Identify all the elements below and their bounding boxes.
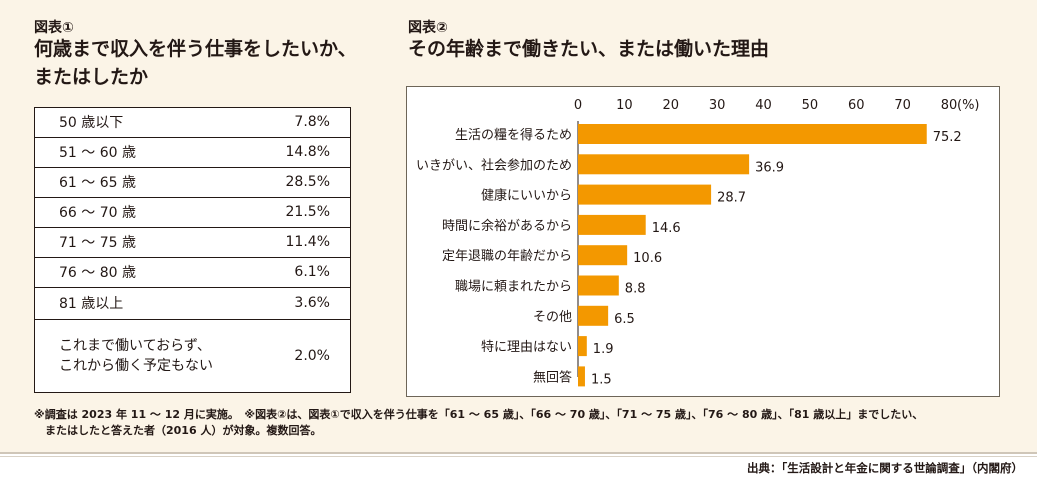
category-label: 健康にいいから — [481, 188, 572, 204]
x-tick-label: 20 — [662, 98, 679, 113]
table-row: 61 ～ 65 歳 28.5% — [35, 168, 350, 198]
divider-thin — [0, 456, 1037, 457]
table-row: 51 ～ 60 歳 14.8% — [35, 138, 350, 168]
row-value: 28.5% — [285, 174, 330, 190]
table-row: 76 ～ 80 歳 6.1% — [35, 258, 350, 288]
table-figure-title-line2: またはしたか — [34, 66, 149, 88]
row-value: 2.0% — [294, 348, 330, 364]
x-tick-label: 0 — [574, 98, 582, 113]
data-label: 14.6 — [652, 221, 681, 236]
chart-canvas: 0 10 20 30 40 50 60 70 80 (%) 生活の糧を得るため 75.2 いきがい、社会… — [416, 98, 980, 387]
row-value: 14.8% — [285, 144, 330, 160]
table-row: 66 ～ 70 歳 21.5% — [35, 198, 350, 228]
bar — [578, 154, 750, 175]
category-label: 時間に余裕があるから — [442, 218, 572, 234]
row-value: 21.5% — [285, 204, 330, 220]
x-unit-label: (%) — [957, 98, 980, 113]
category-label: その他 — [533, 310, 572, 325]
table-row: 71 ～ 75 歳 11.4% — [35, 228, 350, 258]
bar — [578, 124, 927, 144]
bar — [578, 245, 628, 266]
survey-note-line2: またはしたと答えた者（2016 人）が対象。複数回答。 — [45, 424, 322, 437]
table-row: これまで働いておらず、 これから働く予定もない 2.0% — [35, 320, 350, 392]
x-tick-label: 60 — [848, 98, 865, 113]
table-figure-title-line1: 何歳まで収入を伴う仕事をしたいか、 — [34, 38, 357, 60]
data-label: 8.8 — [625, 282, 646, 297]
row-label: 61 ～ 65 歳 — [59, 175, 136, 191]
category-label: 生活の糧を得るため — [455, 127, 572, 143]
row-label-line1: これまで働いておらず、 — [59, 338, 211, 354]
chart-figure-title: その年齢まで働きたい、または働いた理由 — [408, 38, 770, 60]
row-label: 81 歳以上 — [59, 296, 124, 312]
data-label: 1.5 — [591, 372, 612, 387]
reason-bar-chart: 0 10 20 30 40 50 60 70 80 (%) 生活の糧を得るため 75.2 いきがい、社会… — [406, 86, 1000, 397]
bar — [578, 184, 712, 205]
data-label: 75.2 — [933, 130, 962, 145]
table-row: 81 歳以上 3.6% — [35, 288, 350, 320]
row-label-line2: これから働く予定もない — [59, 358, 213, 374]
x-tick-label: 70 — [894, 98, 911, 113]
row-label: 50 歳以下 — [59, 115, 124, 131]
x-tick-label: 30 — [709, 98, 726, 113]
row-label: 76 ～ 80 歳 — [59, 265, 136, 281]
row-label: 66 ～ 70 歳 — [59, 205, 136, 221]
row-value: 6.1% — [294, 264, 330, 280]
row-value: 11.4% — [285, 234, 330, 250]
divider — [0, 452, 1037, 454]
survey-note-line1: ※調査は 2023 年 11 ～ 12 月に実施。 ※図表②は、図表①で収入を伴… — [34, 408, 924, 421]
category-label: 職場に頼まれたから — [455, 280, 572, 295]
row-label: 51 ～ 60 歳 — [59, 145, 136, 161]
source-credit: 出典：「生活設計と年金に関する世論調査」（内閣府） — [747, 461, 1023, 475]
chart-figure-label: 図表② — [408, 20, 448, 36]
category-label: 特に理由はない — [481, 340, 572, 355]
row-value: 3.6% — [294, 295, 330, 311]
x-tick-label: 10 — [616, 98, 633, 113]
data-label: 1.9 — [593, 342, 614, 357]
x-tick-label: 50 — [802, 98, 819, 113]
bar — [578, 336, 587, 357]
row-label: 71 ～ 75 歳 — [59, 235, 136, 251]
data-label: 36.9 — [755, 160, 784, 175]
category-label: 無回答 — [533, 369, 572, 385]
data-label: 6.5 — [614, 312, 635, 327]
bar — [578, 214, 646, 235]
bar — [578, 305, 609, 326]
category-label: 定年退職の年齢だから — [442, 249, 572, 264]
table-figure-label: 図表① — [34, 20, 74, 36]
data-label: 10.6 — [633, 251, 662, 266]
row-value: 7.8% — [294, 114, 330, 130]
bar — [578, 275, 619, 296]
age-table: 50 歳以下 7.8% 51 ～ 60 歳 14.8% 61 ～ 65 歳 28… — [34, 107, 351, 393]
table-row: 50 歳以下 7.8% — [35, 108, 350, 138]
x-tick-label: 80 — [941, 98, 958, 113]
bar — [578, 366, 585, 387]
data-label: 28.7 — [717, 191, 746, 206]
category-label: いきがい、社会参加のため — [416, 157, 572, 173]
x-tick-label: 40 — [755, 98, 772, 113]
